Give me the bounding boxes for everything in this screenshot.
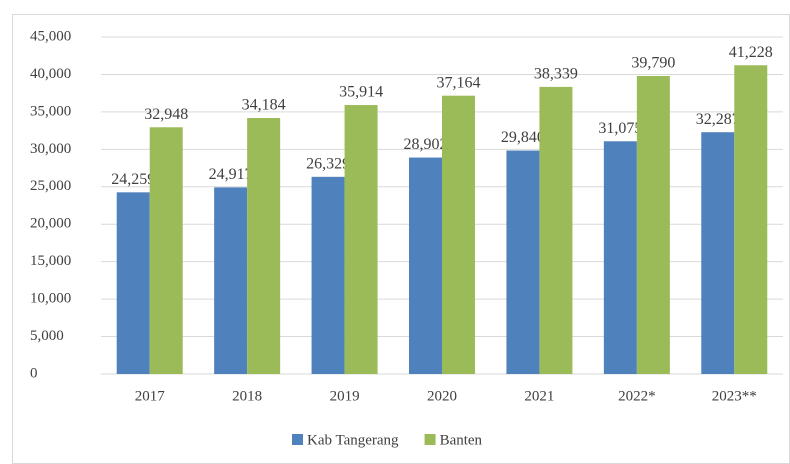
data-label: 39,790 bbox=[631, 55, 675, 72]
data-label: 24,259 bbox=[111, 171, 155, 188]
bar bbox=[214, 187, 248, 374]
legend-label: Banten bbox=[440, 432, 483, 448]
bar bbox=[247, 117, 281, 375]
data-label: 24,917 bbox=[209, 166, 253, 183]
x-tick-label: 2021 bbox=[524, 388, 554, 404]
legend-label: Kab Tangerang bbox=[307, 432, 399, 448]
bar bbox=[442, 95, 475, 375]
bar bbox=[116, 192, 150, 374]
data-label: 29,840 bbox=[501, 129, 545, 146]
y-tick-label: 20,000 bbox=[30, 216, 71, 232]
x-tick-label: 2017 bbox=[135, 388, 166, 404]
x-tick-label: 2018 bbox=[232, 388, 262, 404]
data-label: 32,287 bbox=[696, 111, 740, 128]
x-tick-label: 2020 bbox=[427, 388, 457, 404]
x-tick-label: 2019 bbox=[330, 388, 360, 404]
data-label: 32,948 bbox=[144, 106, 188, 123]
data-label: 26,329 bbox=[306, 155, 350, 172]
bar bbox=[409, 157, 442, 374]
y-tick-label: 15,000 bbox=[30, 253, 71, 269]
data-label: 34,184 bbox=[242, 97, 286, 114]
data-label: 38,339 bbox=[534, 66, 578, 83]
y-tick-label: 10,000 bbox=[30, 291, 71, 307]
legend-swatch bbox=[424, 434, 436, 445]
y-tick-label: 5,000 bbox=[30, 328, 64, 344]
bar bbox=[311, 176, 345, 374]
y-tick-label: 35,000 bbox=[30, 103, 71, 119]
bar bbox=[344, 105, 378, 375]
data-label: 28,902 bbox=[404, 136, 448, 153]
data-label: 31,075 bbox=[598, 120, 642, 137]
y-tick-label: 25,000 bbox=[30, 178, 71, 194]
data-label: 41,228 bbox=[729, 44, 773, 61]
bar bbox=[636, 76, 670, 374]
y-tick-label: 30,000 bbox=[30, 141, 71, 157]
data-label: 35,914 bbox=[339, 84, 383, 101]
x-tick-label: 2022* bbox=[618, 388, 656, 404]
bar bbox=[149, 127, 183, 374]
y-tick-label: 40,000 bbox=[30, 66, 71, 82]
bar bbox=[734, 65, 768, 375]
bar bbox=[506, 150, 540, 374]
bar bbox=[539, 86, 573, 375]
x-tick-label: 2023** bbox=[712, 388, 757, 404]
y-tick-label: 45,000 bbox=[30, 28, 71, 44]
bar bbox=[701, 132, 735, 374]
bar bbox=[603, 141, 637, 374]
data-label: 37,164 bbox=[437, 74, 481, 91]
legend-swatch bbox=[292, 434, 303, 445]
y-tick-label: 0 bbox=[30, 365, 38, 381]
